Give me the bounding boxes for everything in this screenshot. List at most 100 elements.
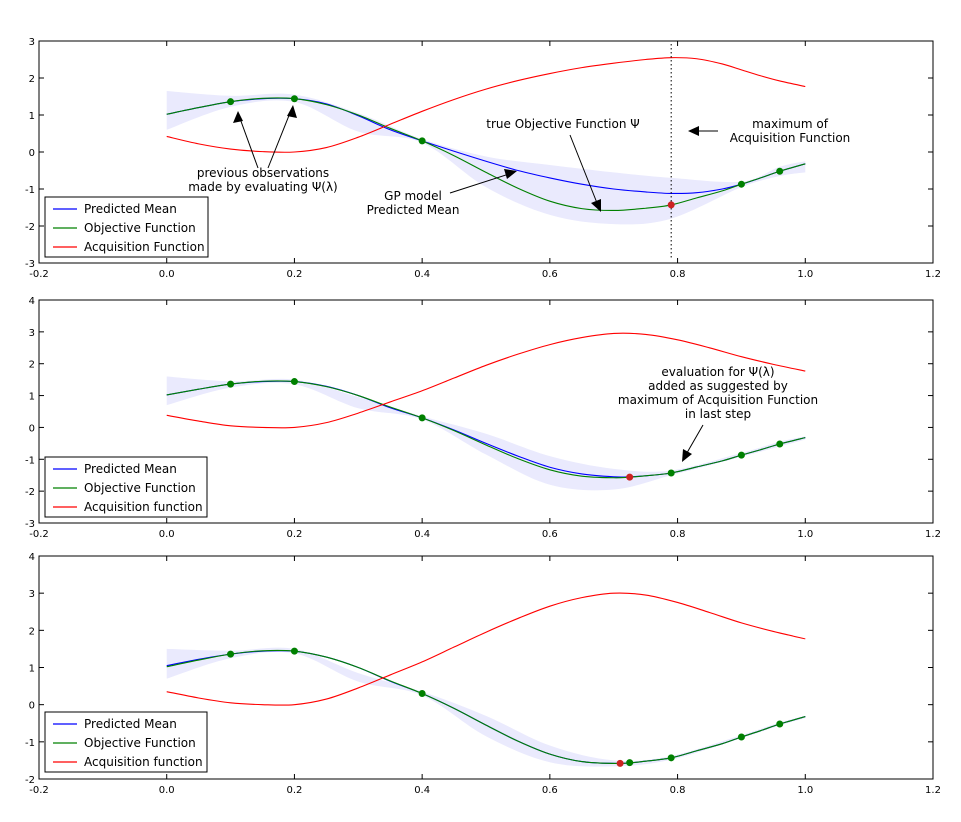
panel-3-observation-point	[418, 690, 426, 698]
annotation-true-objective: true Objective Function Ψ	[486, 117, 639, 131]
panel-3-observation-layer	[227, 647, 784, 767]
x-tick-label: 0.4	[414, 269, 430, 280]
x-tick-label: -0.2	[29, 785, 49, 796]
panel-1-annotations: previous observations made by evaluating…	[188, 105, 850, 217]
legend-label: Objective Function	[84, 221, 196, 235]
x-tick-label: 0.0	[159, 785, 175, 796]
panel-2-axes: -0.2 0.0 0.2 0.4 0.6 0.8 1.0 1.2 -3 -2 -1 0 1 2 3 4	[25, 296, 941, 540]
panel-2-observation-point	[418, 414, 426, 422]
panel-2-observation-point	[737, 451, 745, 459]
x-tick-label: 0.6	[542, 269, 558, 280]
y-tick-label: -2	[25, 775, 35, 786]
annotation-gp-model-line1: GP model	[384, 189, 442, 203]
panel-2-legend: Predicted Mean Objective Function Acquisit…	[44, 456, 208, 518]
x-tick-label: 1.0	[797, 529, 813, 540]
legend-label: Predicted Mean	[84, 462, 177, 476]
y-tick-label: -2	[25, 222, 35, 233]
annotation-evaluation-line1: evaluation for Ψ(λ)	[661, 365, 774, 379]
x-tick-label: 0.8	[670, 269, 686, 280]
y-tick-label: 4	[29, 552, 35, 563]
panel-3-objective-function-line	[166, 649, 806, 764]
annotation-gp-model-line2: Predicted Mean	[367, 203, 460, 217]
arrowhead-true-objective	[591, 199, 601, 212]
panel-2-axes-frame	[38, 299, 934, 524]
y-tick-label: 1	[29, 664, 35, 675]
panel-1-legend: Predicted Mean Objective Function Acquisit…	[44, 196, 209, 258]
arrowhead-gp-model	[504, 169, 517, 179]
x-tick-label: 0.6	[542, 529, 558, 540]
annotation-previous-observations-line2: made by evaluating Ψ(λ)	[188, 180, 338, 194]
x-tick-label: 1.2	[925, 269, 941, 280]
panel-3-observation-point	[667, 754, 675, 762]
x-tick-label: 0.2	[286, 269, 302, 280]
y-tick-label: -1	[25, 738, 35, 749]
y-tick-label: 3	[29, 589, 35, 600]
panel-3-series-layer	[166, 592, 806, 764]
annotation-previous-observations-line1: previous observations	[197, 166, 329, 180]
x-tick-label: 0.2	[286, 529, 302, 540]
annotation-maximum-acquisition-line1: maximum of	[752, 117, 829, 131]
panel-2-observation-layer	[227, 378, 784, 481]
x-tick-label: 1.0	[797, 269, 813, 280]
panel-2-observation-point	[776, 440, 784, 448]
x-tick-label: 1.2	[925, 529, 941, 540]
y-tick-label: 3	[29, 328, 35, 339]
panel-1-observation-point	[776, 167, 784, 175]
x-tick-label: -0.2	[29, 529, 49, 540]
y-tick-label: -2	[25, 487, 35, 498]
legend-label: Objective Function	[84, 736, 196, 750]
y-tick-label: 2	[29, 74, 35, 85]
y-tick-label: 0	[29, 148, 35, 159]
legend-label: Objective Function	[84, 481, 196, 495]
panel-1-observation-point	[227, 98, 235, 106]
arrow-previous-observations-right	[267, 107, 293, 169]
panel-1-confidence-band	[166, 90, 806, 225]
y-tick-label: 1	[29, 111, 35, 122]
x-tick-label: 0.8	[670, 529, 686, 540]
panel-1-observation-point	[290, 95, 298, 103]
annotation-evaluation-line4: in last step	[685, 407, 751, 421]
panel-2-observation-point	[667, 469, 675, 477]
arrowhead-previous-observations-right	[287, 105, 297, 118]
y-tick-label: -3	[25, 259, 35, 270]
x-tick-label: 0.4	[414, 529, 430, 540]
panel-3-axes: -0.2 0.0 0.2 0.4 0.6 0.8 1.0 1.2 -2 -1 0 1 2 3 4	[25, 552, 941, 796]
panel-3-observation-point	[227, 650, 235, 658]
annotation-evaluation-line3: maximum of Acquisition Function	[618, 393, 818, 407]
panel-2-next-evaluation-point	[626, 473, 634, 481]
panel-2-annotations: evaluation for Ψ(λ) added as suggested b…	[618, 365, 818, 462]
x-tick-label: 0.2	[286, 785, 302, 796]
panel-3-observation-point	[626, 759, 634, 767]
panel-3-legend: Predicted Mean Objective Function Acquisit…	[44, 711, 208, 773]
panel-1-acquisition-function-line	[166, 57, 806, 153]
arrow-gp-model	[449, 172, 513, 194]
legend-label: Predicted Mean	[84, 717, 177, 731]
panel-1-axes: -0.2 0.0 0.2 0.4 0.6 0.8 1.0 1.2 -3 -2 -1 0 1 2 3	[25, 37, 941, 280]
x-tick-label: 0.0	[159, 269, 175, 280]
panel-1-observation-point	[418, 137, 426, 145]
legend-label: Acquisition function	[84, 755, 203, 769]
y-tick-label: -1	[25, 185, 35, 196]
panel-2: -0.2 0.0 0.2 0.4 0.6 0.8 1.0 1.2 -3 -2 -1 0 1 2 3 4 Pre…	[25, 296, 941, 540]
arrowhead-evaluation	[682, 449, 692, 462]
arrowhead-maximum-acquisition	[688, 126, 699, 136]
panel-1: -0.2 0.0 0.2 0.4 0.6 0.8 1.0 1.2 -3 -2 -1 0 1 2 3 Pred…	[25, 37, 941, 280]
x-tick-label: 0.6	[542, 785, 558, 796]
panel-2-acquisition-function-line	[166, 332, 806, 429]
y-tick-label: 0	[29, 423, 35, 434]
panel-3-observation-point	[737, 733, 745, 741]
legend-label: Predicted Mean	[84, 202, 177, 216]
panel-3-observation-point	[776, 720, 784, 728]
y-tick-label: 4	[29, 296, 35, 307]
y-tick-label: 2	[29, 626, 35, 637]
panel-1-objective-function-line	[166, 97, 806, 212]
y-tick-label: 2	[29, 360, 35, 371]
x-tick-label: 1.2	[925, 785, 941, 796]
x-tick-label: 0.0	[159, 529, 175, 540]
panel-1-observation-point	[737, 180, 745, 188]
panel-1-confidence-band-layer	[166, 90, 806, 225]
x-tick-label: 1.0	[797, 785, 813, 796]
y-tick-label: 3	[29, 37, 35, 48]
